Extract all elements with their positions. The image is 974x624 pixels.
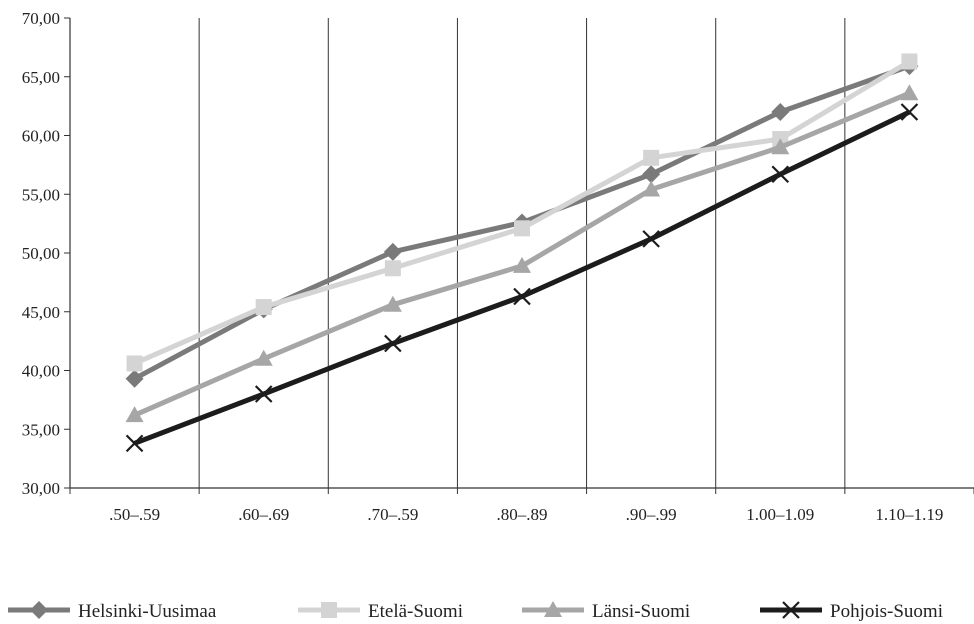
data-point: [384, 334, 402, 353]
legend-item: Etelä-Suomi: [298, 601, 463, 622]
y-tick-label: 40,00: [22, 362, 60, 381]
y-tick-label: 60,00: [22, 127, 60, 146]
legend-label: Pohjois-Suomi: [830, 601, 943, 622]
data-point: [125, 369, 144, 388]
y-tick-label: 30,00: [22, 479, 60, 498]
data-point: [900, 103, 919, 121]
legend-item: Länsi-Suomi: [522, 601, 690, 622]
grid: [198, 18, 846, 488]
x-tick-label: 1.10–1.19: [875, 505, 943, 524]
legend-label: Länsi-Suomi: [592, 601, 690, 622]
x-axis-tick-labels: .50–.59 .60–.69 .70–.59 .80–.89 .90–.99 1.00–…: [109, 505, 943, 524]
data-point: [384, 260, 401, 277]
data-point: [254, 385, 273, 403]
data-point: [513, 256, 531, 273]
x-tick-label: .90–.99: [626, 505, 677, 524]
data-point: [125, 406, 144, 423]
x-tick-label: .50–.59: [109, 505, 160, 524]
legend-label: Etelä-Suomi: [368, 601, 463, 622]
y-tick-label: 45,00: [22, 303, 60, 322]
y-tick-label: 35,00: [22, 420, 60, 439]
data-point: [642, 165, 661, 184]
data-point: [383, 295, 402, 312]
x-tick-label: .60–.69: [238, 505, 289, 524]
series: [125, 53, 919, 453]
y-tick-label: 50,00: [22, 244, 60, 263]
legend-item: Pohjois-Suomi: [760, 601, 943, 622]
series-etel-suomi: [126, 53, 918, 372]
y-tick-label: 65,00: [22, 68, 60, 87]
data-point: [771, 165, 790, 184]
data-point: [642, 230, 660, 248]
data-point: [901, 53, 918, 70]
data-point: [643, 149, 660, 166]
legend: Helsinki-Uusimaa Etelä-Suomi Länsi-Suomi Po…: [8, 601, 943, 622]
series-line: [133, 90, 911, 418]
legend-marker: [321, 602, 337, 618]
data-point: [514, 220, 530, 237]
data-point: [254, 349, 273, 366]
x-tick-label: .70–.59: [367, 505, 418, 524]
legend-label: Helsinki-Uusimaa: [78, 601, 217, 622]
legend-marker: [544, 601, 562, 617]
x-tick-label: 1.00–1.09: [746, 505, 814, 524]
series-line: [133, 109, 911, 446]
legend-marker: [782, 601, 800, 619]
data-point: [383, 242, 402, 261]
x-tick-label: .80–.89: [497, 505, 548, 524]
legend-marker: [30, 601, 48, 619]
series-l-nsi-suomi: [125, 84, 919, 423]
data-point: [771, 103, 790, 121]
data-point: [513, 287, 531, 306]
data-point: [255, 299, 272, 316]
legend-item: Helsinki-Uusimaa: [8, 601, 217, 622]
y-axis-tick-labels: 30,00 35,00 40,00 45,00 50,00 55,00 60,00 65,00…: [22, 9, 60, 498]
data-point: [125, 434, 144, 453]
axes: [64, 17, 974, 494]
data-point: [642, 180, 661, 197]
series-pohjois-suomi: [125, 103, 919, 453]
y-tick-label: 55,00: [22, 185, 60, 204]
data-point: [126, 355, 143, 372]
data-point: [771, 138, 790, 155]
data-point: [900, 84, 919, 101]
y-tick-label: 70,00: [22, 9, 60, 28]
